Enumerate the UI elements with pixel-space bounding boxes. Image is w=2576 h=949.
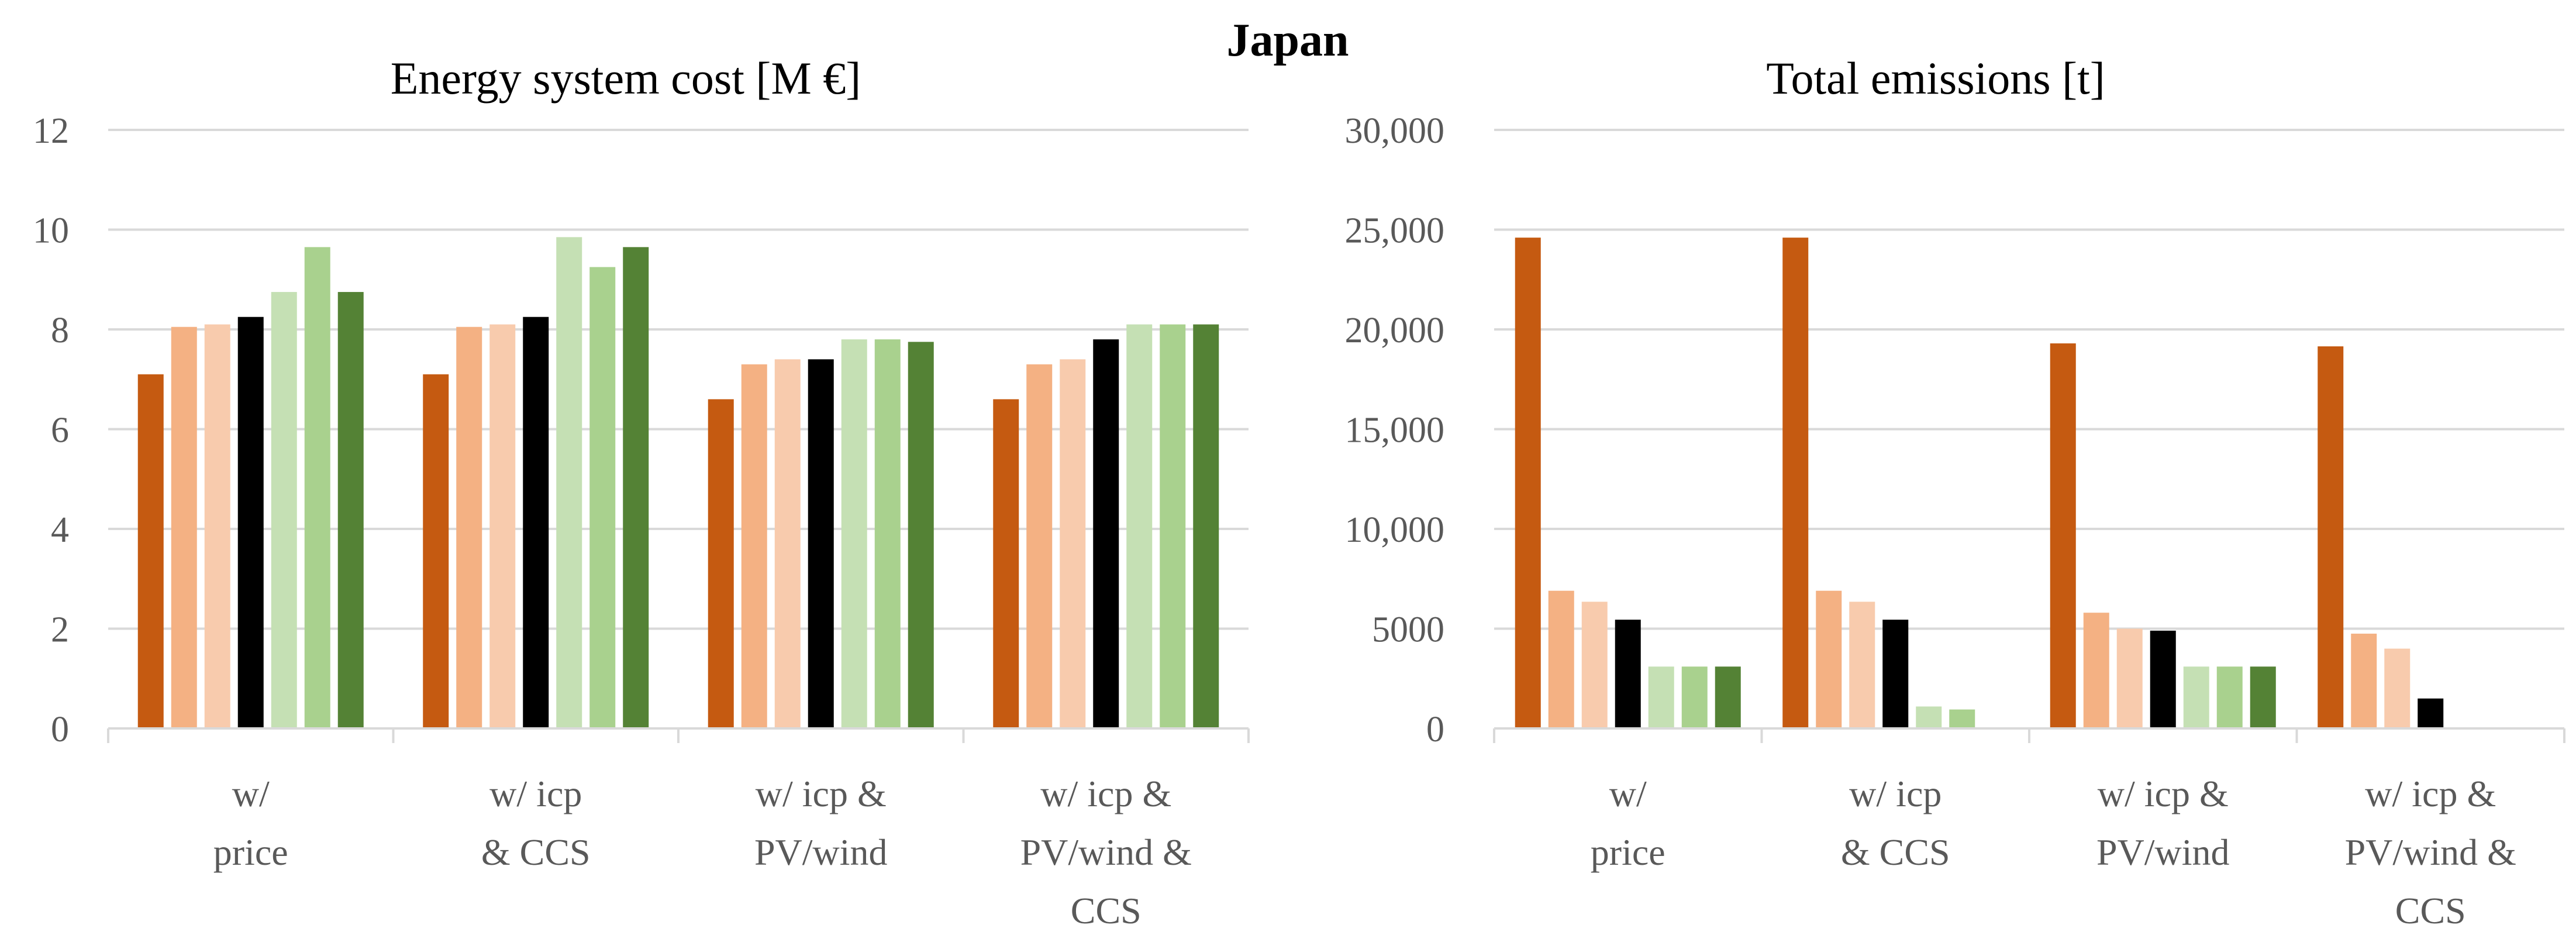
emissions-y-tick-label: 25,000 [1345, 211, 1445, 251]
emissions-bar-series-2 [2083, 613, 2109, 728]
energy-cost-category-label: w/price [213, 773, 288, 873]
energy-cost-y-axis: 0 2 4 6 8 10 12 [33, 111, 69, 749]
emissions-bar-series-6 [1681, 666, 1708, 728]
emissions-bar-series-2 [2351, 634, 2377, 728]
energy-cost-bar-series-7 [337, 292, 364, 728]
emissions-bar-series-2 [1816, 590, 1842, 728]
energy-cost-bar-series-1 [423, 374, 449, 728]
energy-cost-bar-series-7 [623, 247, 649, 728]
energy-cost-bar-series-7 [1193, 324, 1219, 728]
energy-cost-category-label: w/ icp & PV/wind & CCS [1020, 773, 1192, 931]
energy-cost-y-tick-label: 10 [33, 211, 69, 251]
energy-cost-bar-series-1 [708, 399, 734, 728]
emissions-x-axis: w/price w/ icp & CCS w/ icp & PV/wind w/ icp … [1493, 727, 2565, 931]
energy-cost-bar-series-2 [456, 326, 482, 728]
emissions-bar-series-1 [2318, 346, 2344, 728]
emissions-bar-series-4 [1882, 620, 1909, 728]
energy-cost-bar-series-6 [1160, 324, 1186, 728]
energy-cost-bar-series-5 [271, 292, 297, 728]
emissions-bar-series-5 [1648, 666, 1674, 728]
emissions-bar-series-1 [2050, 343, 2076, 728]
energy-cost-y-tick-label: 2 [51, 610, 69, 650]
figure-title: Japan [1227, 15, 1349, 66]
emissions-y-axis: 0 5000 10,000 15,000 20,000 25,000 30,000 [1345, 111, 1445, 749]
energy-cost-bar-series-2 [171, 326, 197, 728]
emissions-bar-series-3 [2116, 628, 2143, 728]
emissions-y-tick-label: 30,000 [1345, 111, 1445, 151]
energy-cost-chart-title: Energy system cost [M €] [391, 53, 861, 104]
energy-cost-y-tick-label: 0 [51, 710, 69, 749]
emissions-bar-series-5 [2183, 666, 2209, 728]
energy-cost-bar-series-3 [1060, 359, 1086, 728]
energy-cost-bar-series-5 [1126, 324, 1153, 728]
energy-cost-category-label: w/ icp & PV/wind [754, 773, 888, 873]
energy-cost-category-label: w/ icp & CCS [481, 773, 591, 873]
energy-cost-x-axis: w/price w/ icp & CCS w/ icp & PV/wind w/ icp … [107, 727, 1250, 931]
energy-cost-bar-series-2 [1026, 364, 1053, 728]
energy-cost-bar-series-6 [874, 339, 901, 728]
energy-cost-bar-series-4 [523, 317, 549, 728]
energy-cost-bar-series-4 [237, 317, 264, 728]
emissions-y-tick-label: 15,000 [1345, 411, 1445, 451]
emissions-bar-series-6 [1949, 709, 1975, 728]
energy-cost-y-tick-label: 8 [51, 311, 69, 350]
emissions-bar-series-7 [2250, 666, 2276, 728]
emissions-bar-series-5 [1916, 706, 1942, 728]
energy-cost-bar-series-1 [993, 399, 1019, 728]
energy-cost-bar-series-3 [489, 324, 516, 728]
energy-cost-bar-series-6 [304, 247, 330, 728]
emissions-gridlines [1494, 129, 2564, 630]
energy-cost-bar-series-2 [741, 364, 767, 728]
emissions-y-tick-label: 10,000 [1345, 510, 1445, 550]
emissions-bar-series-1 [1515, 238, 1541, 728]
emissions-y-tick-label: 0 [1426, 710, 1444, 749]
emissions-bar-series-4 [1615, 620, 1641, 728]
energy-cost-bar-series-3 [774, 359, 801, 728]
energy-cost-y-tick-label: 6 [51, 411, 69, 451]
emissions-bar-series-4 [2418, 698, 2444, 728]
energy-cost-bar-series-7 [908, 342, 934, 728]
emissions-bar-series-3 [2384, 648, 2411, 728]
emissions-y-tick-label: 20,000 [1345, 311, 1445, 350]
energy-cost-bars [137, 237, 1219, 729]
emissions-chart: Total emissions [t] 0 5000 10,000 15,000 20,… [1345, 53, 2565, 931]
emissions-bar-series-3 [1581, 601, 1608, 728]
emissions-category-label: w/price [1591, 773, 1665, 873]
emissions-chart-title: Total emissions [t] [1766, 53, 2105, 104]
energy-cost-chart: Energy system cost [M €] 0 2 4 6 8 10 12 w/pri… [33, 53, 1250, 931]
energy-cost-bar-series-1 [137, 374, 164, 728]
emissions-bar-series-7 [1715, 666, 1741, 728]
emissions-category-label: w/ icp & PV/wind [2096, 773, 2230, 873]
energy-cost-y-tick-label: 4 [51, 510, 69, 550]
energy-cost-bar-series-6 [589, 267, 616, 728]
emissions-bar-series-1 [1782, 238, 1809, 728]
emissions-bar-series-2 [1548, 590, 1574, 728]
emissions-y-tick-label: 5000 [1372, 610, 1444, 650]
emissions-bar-series-6 [2216, 666, 2243, 728]
energy-cost-bar-series-4 [808, 359, 834, 728]
energy-cost-bar-series-3 [204, 324, 230, 728]
emissions-bars [1515, 238, 2444, 728]
energy-cost-gridlines [108, 129, 1249, 630]
energy-cost-bar-series-4 [1093, 339, 1119, 728]
emissions-bar-series-4 [2150, 630, 2176, 728]
emissions-category-label: w/ icp & CCS [1841, 773, 1950, 873]
energy-cost-bar-series-5 [556, 237, 582, 729]
energy-cost-bar-series-5 [841, 339, 867, 728]
emissions-bar-series-3 [1849, 601, 1875, 728]
emissions-category-label: w/ icp & PV/wind & CCS [2345, 773, 2516, 931]
energy-cost-y-tick-label: 12 [33, 111, 69, 151]
